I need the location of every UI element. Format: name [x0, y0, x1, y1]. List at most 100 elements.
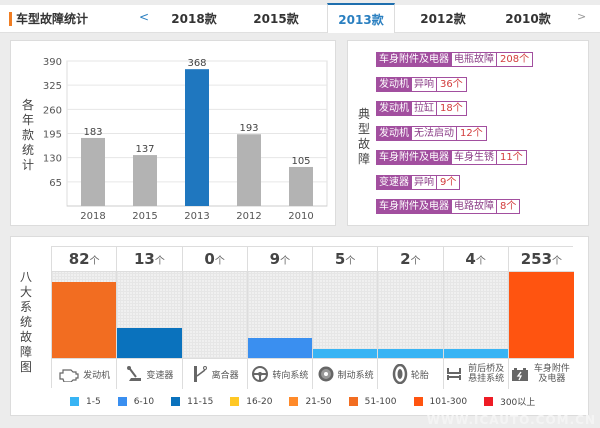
tab-2018[interactable]: 2018款: [171, 12, 217, 26]
y-tick-label: 65: [49, 178, 62, 189]
legend-item: 6-10: [117, 395, 154, 408]
legend-swatch: [413, 397, 423, 406]
fault-item[interactable]: 变速器 异响 9个: [376, 174, 461, 190]
steering-wheel-icon: [251, 365, 269, 383]
tab-2012[interactable]: 2012款: [420, 12, 466, 26]
gear-shift-icon: [125, 365, 143, 383]
fault-type: 电路故障: [452, 199, 497, 214]
watermark: WWW.ICAUTO.COM.CN: [426, 413, 596, 427]
fault-item[interactable]: 车身附件及电器 电瓶故障 208个: [376, 52, 534, 67]
system-count-value: 4: [465, 250, 476, 268]
system-column[interactable]: 82个发动机: [52, 247, 118, 389]
tab-2015[interactable]: 2015款: [253, 12, 299, 26]
bar-2018[interactable]: [81, 137, 105, 206]
label-char: 障: [19, 345, 32, 359]
system-label: 转向系统: [247, 358, 312, 389]
legend-label: 101-300: [429, 396, 468, 407]
system-bar: [247, 338, 312, 358]
fault-category: 车身附件及电器: [376, 199, 452, 214]
fault-count: 8个: [497, 199, 521, 214]
legend-label: 51-100: [364, 396, 397, 407]
system-name: 离合器: [211, 370, 239, 381]
label-char: 障: [357, 152, 370, 166]
y-tick-label: 325: [43, 81, 62, 92]
label-char: 系: [19, 300, 32, 314]
system-bar-area: [182, 272, 247, 358]
label-char: 故: [357, 137, 370, 151]
system-bar: [313, 349, 378, 358]
tab-2013[interactable]: 2013款: [327, 3, 395, 33]
system-label: 前后桥及悬挂系统: [443, 358, 508, 389]
legend-swatch: [70, 397, 79, 406]
clutch-pedal-icon: [191, 364, 209, 384]
bar-value-label: 137: [135, 144, 154, 155]
x-tick-label: 2015: [132, 211, 157, 222]
system-count-value: 9: [269, 250, 281, 268]
system-bar-area: [443, 272, 508, 358]
legend-item: 101-300: [413, 395, 468, 408]
systems-grid: 82个 发动机 13个 变速器 0个 离合器 9个 转向系统 5个 制动系统 2个 轮胎 4个 前后桥及悬…: [51, 246, 574, 389]
fault-item[interactable]: 车身附件及电器 车身生锈 11个: [376, 150, 527, 165]
system-column[interactable]: 0个离合器: [182, 247, 248, 389]
y-tick-label: 195: [43, 130, 62, 141]
bar-2012[interactable]: [237, 134, 261, 206]
legend-item: 21-50: [289, 395, 332, 408]
fault-item[interactable]: 发动机 拉缸 18个: [376, 101, 467, 116]
legend: 1-5 6-10 11-15 16-20 21-50 51-100 101-300 300以上: [70, 395, 552, 408]
legend-item: 51-100: [348, 395, 397, 408]
chevron-right-icon[interactable]: >: [577, 10, 587, 23]
chevron-left-icon[interactable]: <: [139, 10, 150, 24]
engine-icon: [58, 366, 80, 382]
bar-2013[interactable]: [185, 69, 209, 206]
label-char: 典: [357, 107, 370, 121]
system-label: 车身附件及电器: [508, 358, 574, 389]
y-tick-label: 260: [43, 105, 62, 116]
system-count: 5个: [313, 247, 378, 272]
fault-type: 异响: [412, 76, 437, 92]
fault-item[interactable]: 车身附件及电器 电路故障 8个: [376, 199, 521, 214]
legend-label: 300以上: [500, 398, 536, 408]
system-bar: [378, 349, 443, 358]
label-char: 故: [19, 330, 32, 344]
system-column[interactable]: 4个 前后桥及悬挂系统: [443, 247, 509, 389]
fault-category: 车身附件及电器: [376, 150, 452, 165]
tab-2010[interactable]: 2010款: [505, 12, 551, 26]
system-count-unit: 个: [280, 256, 291, 267]
axle-icon: [445, 366, 463, 382]
fault-type: 无法启动: [412, 125, 457, 141]
legend-item: 1-5: [70, 395, 101, 408]
tire-icon: [392, 364, 408, 384]
system-label: 发动机: [52, 358, 117, 389]
system-count-value: 5: [334, 250, 346, 268]
label-char: 各: [21, 98, 34, 112]
bar-2010[interactable]: [289, 166, 313, 206]
x-tick-label: 2012: [236, 211, 261, 222]
system-name: 制动系统: [337, 370, 374, 381]
fault-type: 电瓶故障: [452, 52, 497, 67]
system-column[interactable]: 13个 变速器: [117, 247, 183, 389]
system-count: 82个: [52, 247, 117, 272]
fault-category: 发动机: [376, 125, 412, 141]
system-name: 发动机: [83, 370, 111, 381]
system-column[interactable]: 5个制动系统: [313, 247, 379, 389]
system-count-unit: 个: [552, 256, 563, 267]
fault-item[interactable]: 发动机 异响 36个: [376, 76, 467, 92]
bar-2015[interactable]: [133, 155, 157, 206]
system-column[interactable]: 9个转向系统: [247, 247, 313, 389]
system-label: 离合器: [182, 358, 247, 389]
system-count-value: 0: [204, 250, 215, 268]
fault-type: 拉缸: [412, 101, 437, 116]
label-char: 年: [21, 113, 34, 127]
system-count-unit: 个: [214, 256, 225, 267]
system-column[interactable]: 2个 轮胎: [378, 247, 444, 389]
system-count: 9个: [247, 247, 312, 272]
system-column[interactable]: 253个 车身附件及电器: [508, 247, 574, 389]
system-name: 变速器: [146, 370, 174, 381]
fault-item[interactable]: 发动机 无法启动 12个: [376, 125, 487, 141]
title-accent-bar: [9, 12, 12, 26]
system-name: 车身附件及电器: [533, 364, 570, 384]
system-count: 2个: [378, 247, 443, 272]
x-tick-label: 2013: [184, 211, 209, 222]
fault-category: 发动机: [376, 101, 412, 116]
